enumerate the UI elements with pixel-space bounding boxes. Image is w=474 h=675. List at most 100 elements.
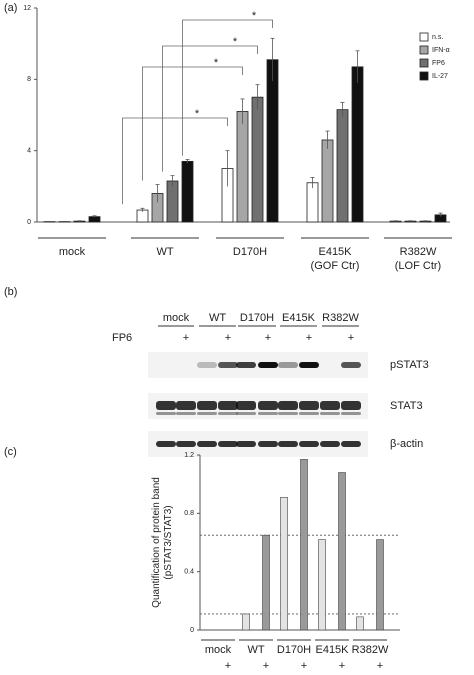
x-tick-label: E415K (315, 644, 349, 656)
band (236, 412, 256, 415)
band (341, 362, 361, 368)
band (156, 401, 176, 410)
band (278, 401, 298, 410)
lane-label: mock (163, 312, 190, 324)
treatment-mark: + (377, 660, 383, 672)
band (197, 401, 217, 410)
band (258, 412, 278, 415)
x-tick-label: WT (247, 644, 264, 656)
band (156, 441, 176, 447)
y-axis-title: Quantification of protein band(pSTAT3/ST… (151, 477, 174, 608)
band (197, 412, 217, 415)
y-tick-label: 0 (27, 219, 31, 226)
band (278, 412, 298, 415)
treatment-mark: + (263, 660, 269, 672)
bar (181, 160, 194, 223)
band (258, 362, 278, 368)
bar (351, 66, 364, 223)
significance-bracket (182, 19, 273, 156)
bar (262, 534, 270, 631)
bar (336, 109, 349, 223)
treatment-mark: + (306, 332, 312, 344)
x-tick-label: R382W (400, 246, 437, 258)
treatment-mark: + (301, 660, 307, 672)
band (278, 441, 298, 447)
legend-label: IFN-α (432, 47, 450, 54)
band (218, 362, 238, 368)
panel-label: (b) (4, 286, 17, 298)
band (176, 401, 196, 410)
y-tick-label: 12 (23, 5, 31, 12)
treatment-label: FP6 (112, 332, 132, 344)
y-tick-label: 0.4 (184, 569, 194, 576)
bar (266, 59, 279, 223)
band (218, 441, 238, 447)
treatment-mark: + (225, 332, 231, 344)
legend-label: IL-27 (432, 73, 448, 80)
treatment-mark: + (225, 660, 231, 672)
significance-mark: * (233, 36, 238, 48)
band (236, 441, 256, 447)
treatment-mark: + (183, 332, 189, 344)
significance-mark: * (195, 108, 200, 120)
row-label: β-actin (390, 438, 423, 450)
bar (338, 472, 346, 631)
row-label: STAT3 (390, 400, 423, 412)
bar (300, 459, 308, 631)
band (320, 441, 340, 447)
bar (166, 180, 179, 223)
band (299, 401, 319, 410)
x-tick-note: (LOF Ctr) (395, 260, 441, 272)
treatment-mark: + (265, 332, 271, 344)
legend-swatch (419, 32, 429, 42)
y-tick-label: 8 (27, 76, 31, 83)
y-tick-label: 4 (27, 148, 31, 155)
band (320, 401, 340, 410)
significance-bracket (162, 45, 258, 172)
significance-mark: * (252, 10, 257, 22)
lane-label: D170H (240, 312, 274, 324)
x-tick-label: E415K (318, 246, 352, 258)
band (258, 401, 278, 410)
band (299, 412, 319, 415)
band (341, 441, 361, 447)
panel-label: (c) (4, 446, 17, 458)
x-tick-label: D170H (277, 644, 311, 656)
band (176, 412, 196, 415)
x-tick-label: R382W (352, 644, 389, 656)
bar (376, 539, 384, 631)
x-tick-note: (GOF Ctr) (311, 260, 360, 272)
panel-label: (a) (4, 2, 17, 14)
band (320, 412, 340, 415)
lane-label: E415K (282, 312, 316, 324)
band (156, 412, 176, 415)
band (197, 441, 217, 447)
lane-label: WT (209, 312, 226, 324)
bar (236, 111, 249, 223)
band (258, 441, 278, 447)
band (341, 401, 361, 410)
row-label: pSTAT3 (390, 359, 429, 371)
bar (242, 613, 250, 631)
bar (356, 616, 364, 631)
y-axis-title-line: Quantification of protein band (151, 477, 162, 608)
bar (318, 539, 326, 631)
band (341, 412, 361, 415)
band (299, 441, 319, 447)
significance-bracket (122, 117, 228, 205)
band (197, 362, 217, 368)
band (218, 412, 238, 415)
legend-swatch (419, 58, 429, 68)
treatment-mark: + (339, 660, 345, 672)
band (278, 362, 298, 368)
significance-mark: * (214, 57, 219, 69)
y-tick-label: 0.8 (184, 510, 194, 517)
band (299, 362, 319, 368)
y-axis-title-line: (pSTAT3/STAT3) (163, 505, 174, 579)
x-tick-label: WT (156, 246, 173, 258)
band (236, 362, 256, 368)
band (176, 441, 196, 447)
band (218, 401, 238, 410)
x-tick-label: mock (59, 246, 86, 258)
